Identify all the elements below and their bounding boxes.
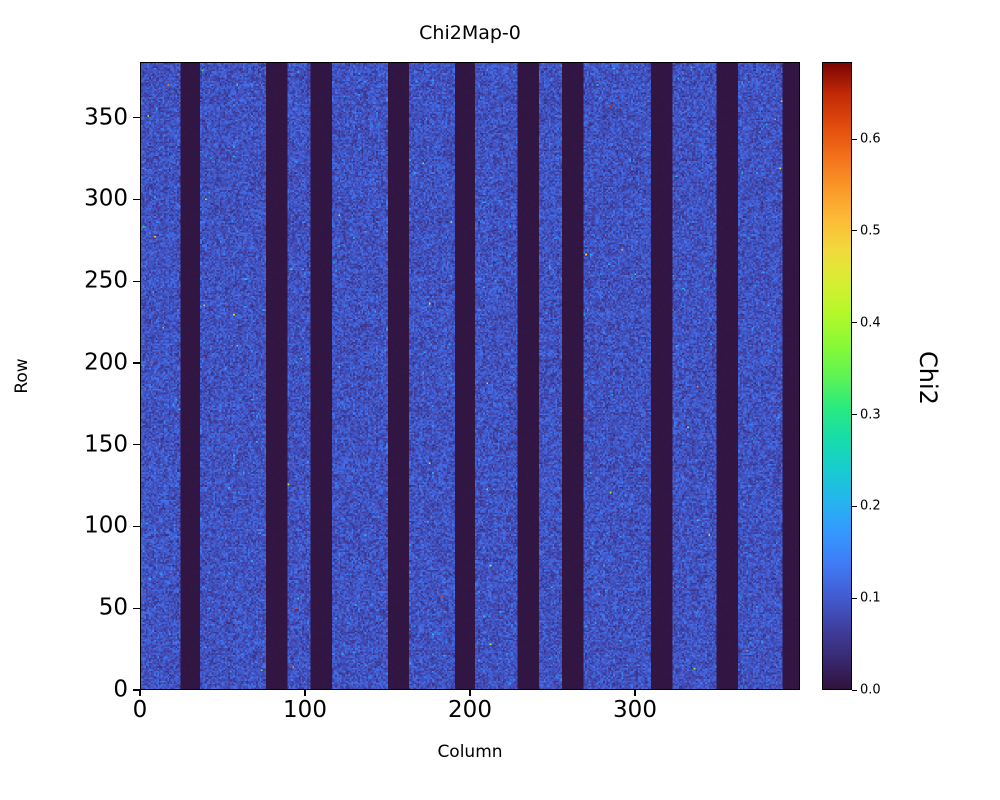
y-tick-mark [133, 444, 140, 446]
colorbar-tick-mark [852, 414, 857, 416]
y-tick-mark [133, 525, 140, 528]
y-tick-label: 350 [84, 104, 128, 131]
y-tick-mark [133, 280, 140, 282]
colorbar-tick-mark [852, 138, 857, 140]
heatmap-canvas [141, 63, 799, 689]
y-tick-label: 200 [84, 349, 128, 376]
x-tick-mark [469, 690, 471, 696]
colorbar-tick-label: 0.0 [860, 682, 881, 698]
colorbar-tick-label: 0.1 [860, 590, 881, 606]
chart-title: Chi2Map-0 [419, 22, 521, 44]
colorbar-tick-label: 0.5 [860, 223, 881, 239]
y-tick-label: 300 [84, 185, 128, 212]
y-tick-mark [133, 198, 140, 200]
colorbar-tick-mark [852, 689, 857, 691]
colorbar-tick-mark [852, 505, 857, 507]
x-tick-label: 100 [283, 697, 327, 723]
colorbar-tick-label: 0.3 [860, 407, 881, 423]
x-tick-label: 200 [448, 697, 492, 723]
colorbar-label: Chi2 [914, 351, 942, 405]
y-axis-label: Row [12, 358, 32, 394]
x-tick-mark [634, 690, 636, 696]
colorbar-tick-label: 0.2 [860, 498, 881, 514]
x-axis-label: Column [437, 742, 503, 762]
y-tick-mark [133, 689, 140, 691]
y-tick-label: 0 [113, 676, 128, 703]
y-tick-mark [133, 607, 140, 609]
y-tick-label: 250 [84, 267, 128, 294]
heatmap-plot-area [140, 62, 800, 690]
x-tick-label: 300 [613, 697, 657, 723]
colorbar-tick-label: 0.6 [860, 131, 881, 147]
y-tick-mark [133, 117, 140, 119]
colorbar-tick-mark [852, 230, 857, 232]
colorbar-tick-mark [852, 322, 857, 324]
x-tick-mark [139, 690, 141, 696]
x-tick-mark [304, 690, 306, 696]
y-tick-mark [133, 362, 140, 364]
colorbar-tick-label: 0.4 [860, 315, 881, 331]
y-tick-label: 50 [98, 594, 128, 621]
x-tick-label: 0 [132, 697, 148, 723]
colorbar [822, 62, 852, 690]
y-tick-label: 100 [84, 512, 128, 539]
colorbar-tick-mark [852, 597, 857, 599]
y-tick-label: 150 [84, 431, 128, 458]
